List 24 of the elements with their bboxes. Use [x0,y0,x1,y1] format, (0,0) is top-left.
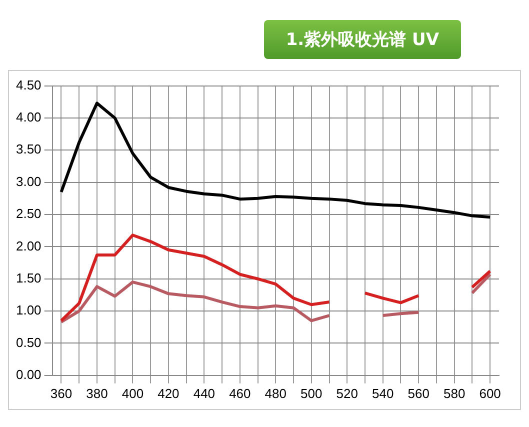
x-tick-label: 580 [443,386,466,401]
x-tick-label: 500 [300,386,322,401]
y-tick-label: 1.00 [16,302,42,318]
y-tick-label: 3.50 [16,142,42,157]
x-tick-label: 440 [193,386,216,401]
x-tick-label: 460 [229,386,251,401]
x-tick-label: 540 [372,386,394,401]
x-tick-label: 360 [50,386,72,401]
x-tick-label: 600 [479,386,501,401]
y-tick-label: 1.50 [16,270,42,286]
y-tick-label: 3.00 [16,174,42,189]
x-tick-label: 560 [408,386,430,401]
x-tick-label: 420 [158,386,180,401]
x-tick-label: 480 [264,386,286,401]
y-tick-label: 0.00 [16,366,42,382]
x-tick-label: 400 [122,386,144,401]
y-tick-label: 0.50 [16,334,42,350]
x-tick-label: 380 [86,386,108,401]
y-tick-label: 4.00 [16,110,42,125]
y-tick-label: 2.00 [16,238,42,254]
y-tick-label: 2.50 [16,206,42,222]
y-tick-label: 4.50 [16,77,42,92]
chart-title: 1.紫外吸收光谱 UV [264,20,461,58]
x-tick-label: 520 [336,386,358,401]
